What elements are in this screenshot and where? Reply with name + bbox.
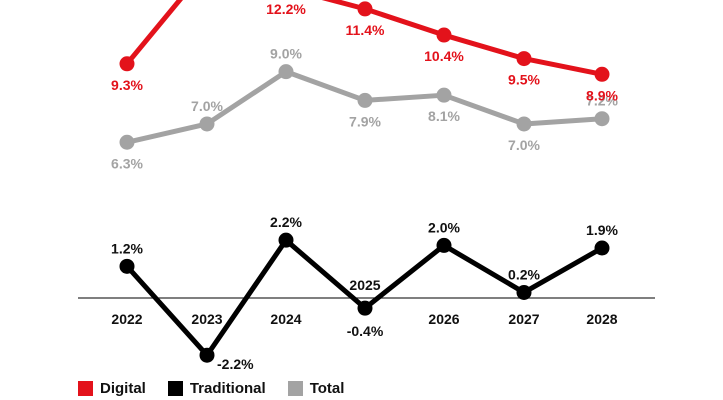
legend-swatch-total <box>287 381 303 396</box>
data-point-total-2027 <box>516 116 532 132</box>
data-label-traditional-2022: 1.2% <box>111 240 143 256</box>
data-label-traditional-2023: -2.2% <box>217 356 254 372</box>
legend-swatch-traditional <box>167 381 183 396</box>
data-label-total-2028: 7.2% <box>586 93 618 109</box>
data-point-total-2022 <box>119 134 135 150</box>
data-point-traditional-2026 <box>436 237 452 253</box>
data-label-digital-2028: 8.9% <box>586 87 618 103</box>
data-label-traditional-2026: 2.0% <box>428 219 460 235</box>
legend-label-total: Total <box>309 380 345 397</box>
data-label-total-2025: 7.9% <box>349 113 381 129</box>
data-point-digital-2022 <box>119 56 135 72</box>
x-tick-label-2024: 2024 <box>270 311 301 327</box>
data-point-total-2028 <box>594 111 610 127</box>
legend-label-traditional: Traditional <box>189 380 266 397</box>
data-point-digital-2028 <box>594 66 610 82</box>
data-label-total-2027: 7.0% <box>508 137 540 153</box>
data-label-digital-2024: 12.2% <box>266 1 306 17</box>
data-label-total-2024: 9.0% <box>270 46 302 62</box>
legend-label-digital: Digital <box>100 380 146 397</box>
data-point-digital-2025 <box>357 1 373 17</box>
data-point-total-2024 <box>278 64 294 80</box>
data-label-total-2023: 7.0% <box>191 98 223 114</box>
x-tick-label-2026: 2026 <box>428 311 459 327</box>
x-tick-label-2022: 2022 <box>111 311 142 327</box>
data-label-digital-2026: 10.4% <box>424 48 464 64</box>
data-label-traditional-2028: 1.9% <box>586 222 618 238</box>
data-label-traditional-2024: 2.2% <box>270 214 302 230</box>
data-point-digital-2027 <box>516 51 532 67</box>
data-point-total-2023 <box>199 116 215 132</box>
x-tick-label-2025: 2025 <box>349 277 380 293</box>
data-point-traditional-2024 <box>278 232 294 248</box>
legend: Digital Traditional Total <box>78 380 366 397</box>
legend-item-total: Total <box>287 380 345 397</box>
data-point-traditional-2028 <box>594 240 610 256</box>
data-label-traditional-2027: 0.2% <box>508 266 540 282</box>
x-tick-label-2027: 2027 <box>508 311 539 327</box>
data-point-traditional-2025 <box>357 300 373 316</box>
data-label-traditional-2025: -0.4% <box>347 323 384 339</box>
data-point-total-2025 <box>357 92 373 108</box>
legend-item-digital: Digital <box>78 380 146 397</box>
data-point-traditional-2027 <box>516 284 532 300</box>
x-tick-label-2028: 2028 <box>586 311 617 327</box>
legend-item-traditional: Traditional <box>167 380 266 397</box>
data-point-traditional-2023 <box>199 347 215 363</box>
data-label-total-2026: 8.1% <box>428 108 460 124</box>
data-label-digital-2022: 9.3% <box>111 77 143 93</box>
data-point-total-2026 <box>436 87 452 103</box>
data-label-digital-2027: 9.5% <box>508 72 540 88</box>
x-tick-label-2023: 2023 <box>191 311 222 327</box>
data-point-traditional-2022 <box>119 258 135 274</box>
data-label-digital-2025: 11.4% <box>346 22 385 38</box>
data-label-total-2022: 6.3% <box>111 155 143 171</box>
legend-swatch-digital <box>78 381 93 396</box>
data-point-digital-2026 <box>436 27 452 43</box>
